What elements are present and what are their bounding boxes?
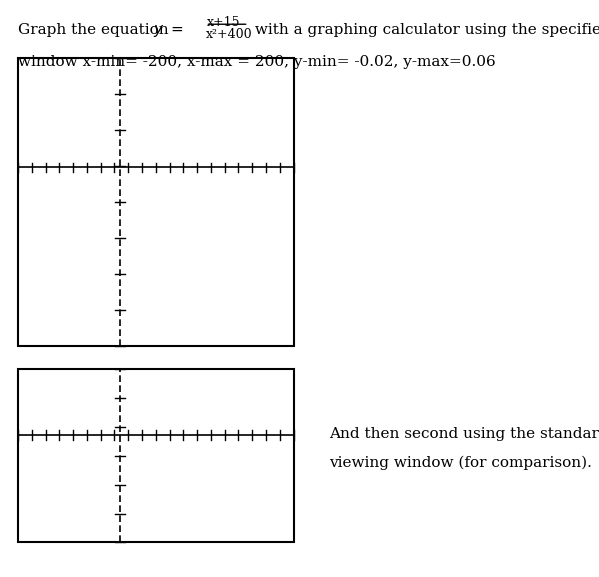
Text: x²+400: x²+400: [205, 28, 252, 41]
Bar: [18, 58, 294, 346]
Text: with a graphing calculator using the specified: with a graphing calculator using the spe…: [250, 23, 599, 37]
Text: viewing window (for comparison).: viewing window (for comparison).: [329, 456, 592, 470]
Text: window x-min= -200, x-max = 200, y-min= -0.02, y-max=0.06: window x-min= -200, x-max = 200, y-min= …: [18, 55, 496, 69]
Text: x+15: x+15: [207, 16, 240, 29]
Text: Graph the equation: Graph the equation: [18, 23, 179, 37]
Text: $y\ =$: $y\ =$: [153, 23, 183, 39]
Bar: [18, 369, 294, 542]
Text: And then second using the standard: And then second using the standard: [329, 427, 599, 441]
